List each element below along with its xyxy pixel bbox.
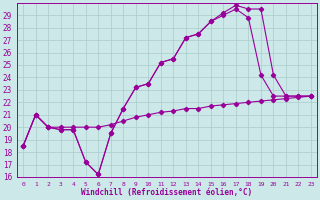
X-axis label: Windchill (Refroidissement éolien,°C): Windchill (Refroidissement éolien,°C): [82, 188, 252, 197]
